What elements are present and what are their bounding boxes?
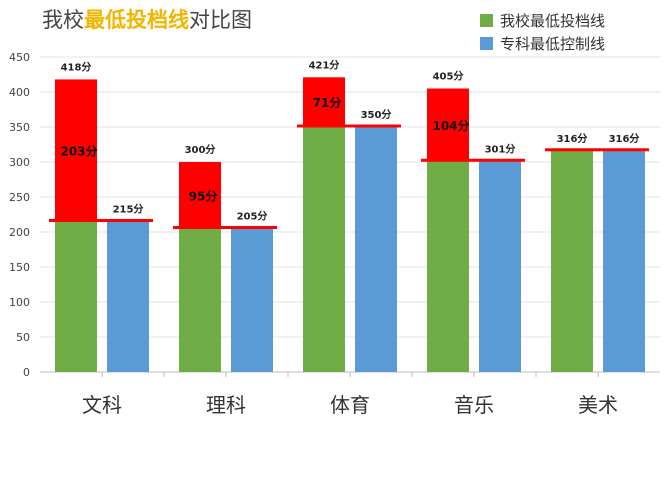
chart-marks: 418分 215分 203分 300分 205分 95分 421分 350分 71分 405分 30… <box>49 58 649 372</box>
top-value-label: 405分 <box>433 70 464 83</box>
title-part-1: 我校 <box>42 8 84 32</box>
y-axis: 0 50 100 150 200 250 300 350 400 450 <box>9 51 30 379</box>
x-category-label: 理科 <box>206 393 246 417</box>
x-category-label: 文科 <box>82 393 122 417</box>
bar-college <box>231 228 273 372</box>
value-label: 316分 <box>609 132 640 145</box>
title-part-2: 最低投档线 <box>84 8 189 32</box>
legend-label-college: 专科最低控制线 <box>500 35 605 53</box>
y-tick-label: 0 <box>23 366 30 379</box>
value-label: 205分 <box>237 210 268 223</box>
y-tick-label: 400 <box>9 86 30 99</box>
y-tick-label: 350 <box>9 121 30 134</box>
legend: 我校最低投档线 专科最低控制线 <box>480 12 605 53</box>
y-tick-label: 200 <box>9 226 30 239</box>
overlay-bar <box>427 88 469 162</box>
bar-school <box>179 228 221 372</box>
value-label: 215分 <box>113 203 144 216</box>
bar-college <box>603 150 645 372</box>
legend-swatch-college <box>480 37 493 50</box>
difference-label: 203分 <box>60 143 97 158</box>
x-category-label: 音乐 <box>454 393 494 417</box>
y-tick-label: 150 <box>9 261 30 274</box>
top-value-label: 300分 <box>185 143 216 156</box>
bar-school <box>303 127 345 372</box>
x-category-label: 体育 <box>330 393 370 417</box>
difference-label: 104分 <box>432 118 469 133</box>
x-category-label: 美术 <box>578 393 618 417</box>
overlay-bar <box>55 79 97 222</box>
value-label: 301分 <box>485 142 516 155</box>
top-value-label: 421分 <box>309 58 340 71</box>
title-part-3: 对比图 <box>189 8 252 32</box>
y-tick-label: 250 <box>9 191 30 204</box>
top-value-label: 418分 <box>61 60 92 73</box>
top-value-label: 316分 <box>557 132 588 145</box>
y-tick-label: 450 <box>9 51 30 64</box>
bar-college <box>107 221 149 372</box>
legend-swatch-school <box>480 14 493 27</box>
bar-school <box>551 150 593 372</box>
y-tick-label: 300 <box>9 156 30 169</box>
y-tick-label: 100 <box>9 296 30 309</box>
chart-title: 我校最低投档线对比图 <box>42 8 252 32</box>
overlay-bar <box>303 77 345 127</box>
bar-school <box>427 161 469 372</box>
difference-label: 95分 <box>189 188 218 203</box>
legend-label-school: 我校最低投档线 <box>500 12 605 30</box>
difference-label: 71分 <box>313 95 342 110</box>
bar-college <box>355 127 397 372</box>
overlay-bar <box>179 162 221 229</box>
bar-college <box>479 161 521 372</box>
y-tick-label: 50 <box>16 331 30 344</box>
bar-school <box>55 221 97 372</box>
value-label: 350分 <box>361 108 392 121</box>
x-axis: 文科 理科 体育 音乐 美术 <box>82 372 618 417</box>
